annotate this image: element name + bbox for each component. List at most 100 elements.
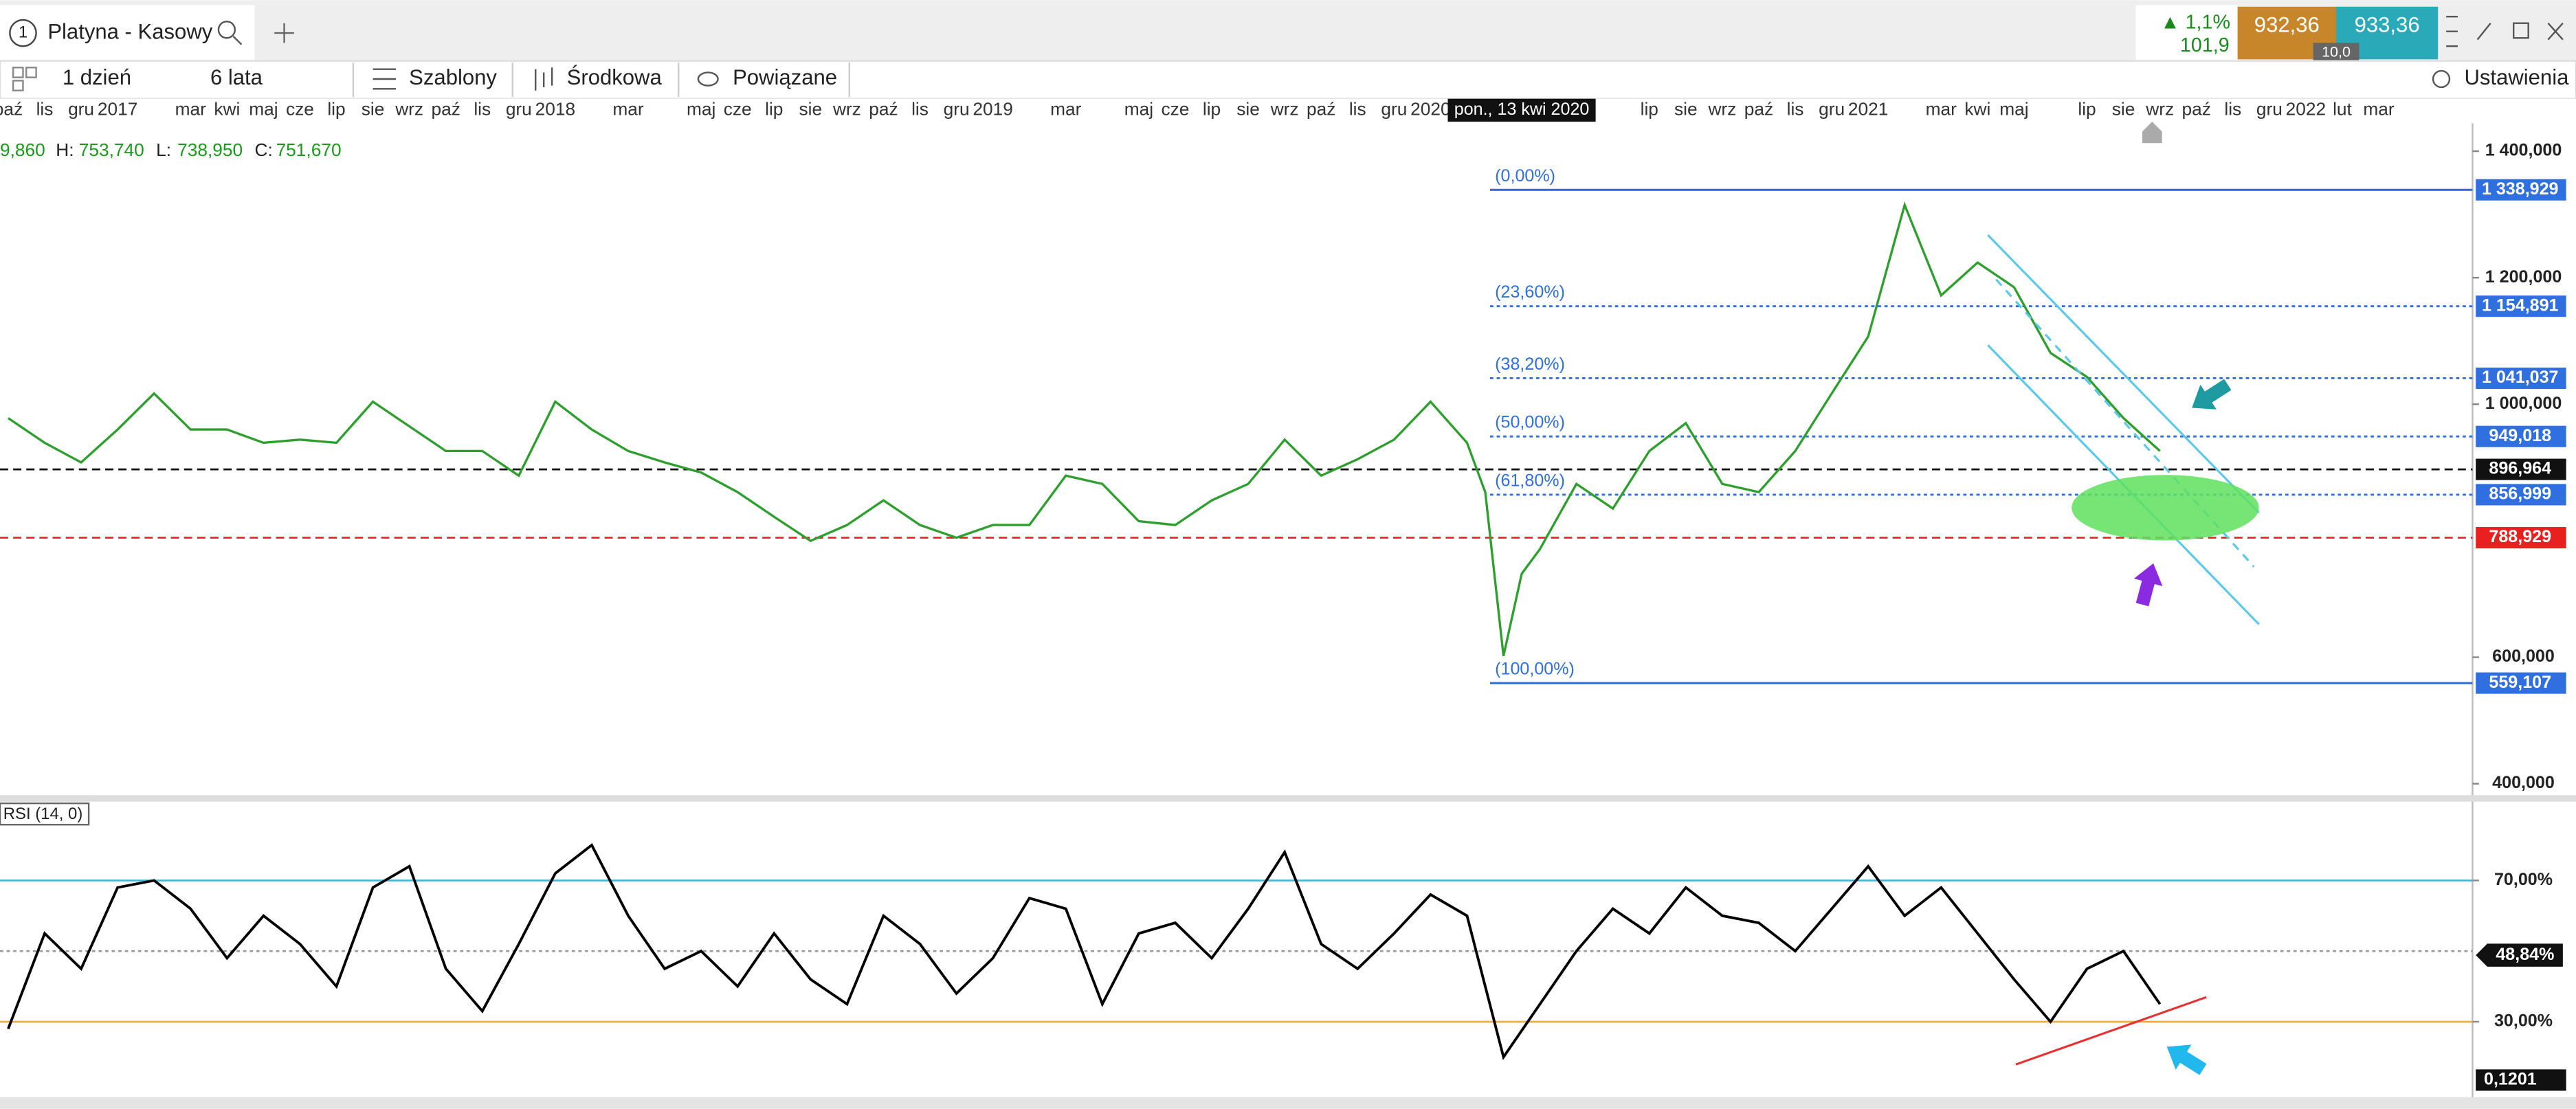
window-icons[interactable] — [2446, 15, 2564, 47]
trend-channel[interactable] — [1987, 234, 2260, 625]
x-tick-label: cze — [286, 98, 314, 119]
x-tick-label: wrz — [1270, 98, 1299, 119]
x-tick-label: wrz — [832, 98, 861, 119]
change-box — [2135, 5, 2238, 61]
x-tick-label: sie — [1674, 98, 1698, 119]
ohlc-high: 753,740 — [79, 139, 144, 160]
x-tick-label: gru — [506, 98, 532, 119]
x-tick-label: sie — [799, 98, 823, 119]
ohlc-low-label: L: — [156, 139, 171, 160]
x-tick-label: lis — [911, 98, 929, 119]
fib-value: 1 338,929 — [2482, 179, 2559, 199]
bottom-bar — [0, 1097, 2576, 1109]
x-tick-label: lip — [327, 98, 345, 119]
arrow[interactable] — [2184, 372, 2236, 421]
search-icon[interactable] — [217, 21, 243, 45]
bottom-value-box — [2476, 1069, 2566, 1091]
rsi-trend-line[interactable] — [2015, 996, 2207, 1066]
level-value-box — [2476, 527, 2566, 549]
rsi-title-box — [0, 802, 90, 826]
related-icon — [697, 71, 719, 87]
tab[interactable] — [0, 5, 255, 61]
y-tick-label: 600,000 — [2492, 647, 2555, 666]
time-axis — [0, 98, 2576, 124]
arrow[interactable] — [2159, 1034, 2211, 1082]
tab-title: Platyna - Kasowy — [47, 19, 212, 43]
fib-value: 949,018 — [2489, 426, 2551, 445]
toolbar — [0, 60, 2576, 100]
x-tick-label: lip — [1641, 98, 1658, 119]
price-line — [7, 843, 2162, 1060]
crosshair-label-box — [1447, 98, 1596, 122]
ohlc-legend: 9,860 H: 753,740 L: 738,950 C: 751,670 — [0, 139, 342, 160]
x-tick-label: mar — [612, 98, 644, 119]
panel-separator — [0, 795, 2576, 802]
target-zone[interactable] — [2072, 475, 2259, 541]
x-tick-label: lut — [2333, 98, 2352, 119]
y-tick-label: 1 200,000 — [2485, 267, 2562, 287]
tab-number: 1 — [19, 23, 27, 41]
scroll-marker[interactable] — [2142, 122, 2162, 144]
ohlc-close: 751,670 — [276, 139, 342, 160]
layout-icon[interactable] — [12, 67, 37, 91]
fib-value-box — [2476, 295, 2566, 317]
interval[interactable]: 1 dzień — [63, 65, 131, 89]
arrow[interactable] — [2128, 559, 2168, 608]
x-tick-label: cze — [1162, 98, 1190, 119]
x-tick-label: gru — [1381, 98, 1407, 119]
x-tick-label: maj — [1124, 98, 1153, 119]
related[interactable]: Powiązane — [733, 65, 837, 89]
x-tick-label: mar — [2363, 98, 2395, 119]
x-tick-label: mar — [1050, 98, 1082, 119]
x-tick-label: lis — [1349, 98, 1366, 119]
fib-value: 559,107 — [2489, 673, 2551, 692]
fib-value-box — [2476, 367, 2566, 390]
x-tick-label: maj — [1999, 98, 2028, 119]
x-tick-label: lis — [36, 98, 54, 119]
x-tick-label: mar — [1926, 98, 1957, 119]
fib-label: (61,80%) — [1495, 471, 1565, 490]
x-tick-label: paź — [869, 98, 898, 119]
x-tick-label: lis — [2224, 98, 2241, 119]
x-tick-label: wrz — [2145, 98, 2174, 119]
fib-value-box — [2476, 484, 2566, 506]
ohlc-close-label: C: — [254, 139, 272, 160]
x-tick-label: paź — [1307, 98, 1335, 119]
indicators[interactable]: Środkowa — [567, 65, 663, 89]
y-tick-label: 30,00% — [2494, 1011, 2553, 1031]
x-tick-label: gru — [2256, 98, 2283, 119]
fib-label: (100,00%) — [1495, 660, 1575, 679]
x-tick-label: mar — [175, 98, 207, 119]
fib-value-box — [2476, 672, 2566, 694]
level-value: 896,964 — [2489, 459, 2551, 478]
change: ▲ 1,1% — [2160, 11, 2230, 33]
x-tick-label: paź — [432, 98, 460, 119]
x-tick-label: 2022 — [2286, 98, 2326, 119]
index: 101,9 — [2180, 34, 2230, 56]
fib-label: (23,60%) — [1495, 282, 1565, 302]
level-value: 788,929 — [2489, 527, 2551, 546]
add-tab[interactable] — [274, 23, 294, 43]
range[interactable]: 6 lata — [210, 65, 263, 89]
x-tick-label: sie — [362, 98, 385, 119]
ask: 933,36 — [2355, 13, 2420, 37]
x-tick-label: lip — [2078, 98, 2096, 119]
templates[interactable]: Szablony — [409, 65, 497, 89]
settings[interactable]: Ustawienia — [2464, 65, 2569, 89]
ohlc-low: 738,950 — [177, 139, 243, 160]
x-tick-label: lip — [1203, 98, 1221, 119]
x-tick-label: gru — [1819, 98, 1845, 119]
x-tick-label: 2017 — [98, 98, 137, 119]
tab-icon — [9, 19, 37, 47]
x-tick-label: 2019 — [973, 98, 1012, 119]
bid: 932,36 — [2254, 13, 2320, 37]
x-tick-label: wrz — [1707, 98, 1736, 119]
x-tick-label: wrz — [395, 98, 423, 119]
x-tick-label: paź — [2182, 98, 2211, 119]
x-tick-label: cze — [724, 98, 752, 119]
level-value-box — [2476, 458, 2566, 480]
templates-icon — [373, 68, 397, 90]
spread-box — [2313, 43, 2360, 61]
